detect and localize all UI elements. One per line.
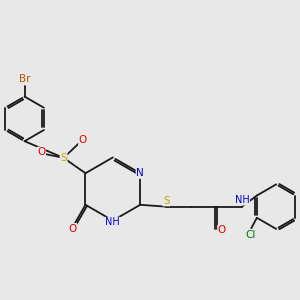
Text: Br: Br [19, 74, 30, 85]
Text: NH: NH [106, 218, 120, 227]
Text: S: S [163, 196, 169, 206]
Text: NH: NH [235, 195, 249, 205]
Text: O: O [37, 147, 45, 157]
Text: S: S [60, 153, 67, 163]
Text: O: O [68, 224, 76, 234]
Text: O: O [79, 135, 87, 145]
Text: N: N [136, 168, 144, 178]
Text: Cl: Cl [245, 230, 256, 240]
Text: O: O [218, 225, 226, 236]
